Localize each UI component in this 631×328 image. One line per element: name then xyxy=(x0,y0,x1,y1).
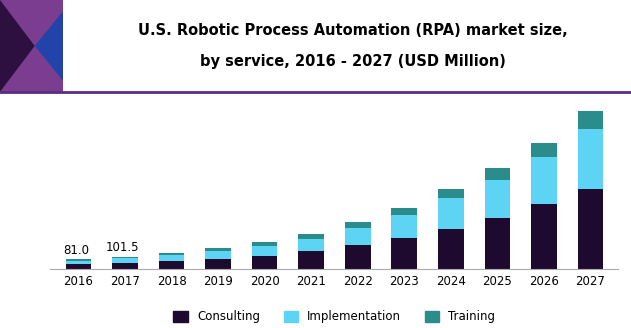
Bar xyxy=(485,180,510,218)
Bar xyxy=(112,258,138,263)
Bar xyxy=(438,198,464,229)
Bar xyxy=(298,239,324,251)
Bar xyxy=(112,256,138,258)
Polygon shape xyxy=(0,0,35,92)
Bar xyxy=(159,261,184,269)
Bar xyxy=(345,245,370,269)
Text: by service, 2016 - 2027 (USD Million): by service, 2016 - 2027 (USD Million) xyxy=(201,54,506,69)
Bar xyxy=(485,169,510,180)
Bar xyxy=(252,242,278,246)
Bar xyxy=(112,263,138,269)
Legend: Consulting, Implementation, Training: Consulting, Implementation, Training xyxy=(168,306,500,328)
Text: 81.0: 81.0 xyxy=(63,244,89,257)
Bar xyxy=(66,264,91,269)
Bar xyxy=(531,157,557,204)
Text: 101.5: 101.5 xyxy=(106,241,139,255)
Bar xyxy=(438,189,464,198)
Bar xyxy=(205,258,231,269)
Bar xyxy=(66,261,91,264)
Bar xyxy=(391,238,417,269)
Bar xyxy=(205,251,231,258)
Bar xyxy=(252,246,278,256)
Bar xyxy=(577,189,603,269)
Bar xyxy=(298,251,324,269)
Bar xyxy=(438,229,464,269)
Bar xyxy=(577,111,603,129)
Bar xyxy=(205,248,231,251)
Bar xyxy=(159,255,184,261)
Bar xyxy=(577,129,603,189)
Bar xyxy=(391,208,417,215)
Bar xyxy=(159,253,184,255)
Bar xyxy=(531,143,557,157)
Text: U.S. Robotic Process Automation (RPA) market size,: U.S. Robotic Process Automation (RPA) ma… xyxy=(138,23,569,38)
Polygon shape xyxy=(0,0,63,92)
Bar xyxy=(531,204,557,269)
Bar xyxy=(252,256,278,269)
Bar xyxy=(485,218,510,269)
Bar xyxy=(345,228,370,245)
Bar xyxy=(66,259,91,261)
Polygon shape xyxy=(35,11,63,81)
Bar xyxy=(298,234,324,239)
Bar xyxy=(391,215,417,238)
Bar xyxy=(345,222,370,228)
